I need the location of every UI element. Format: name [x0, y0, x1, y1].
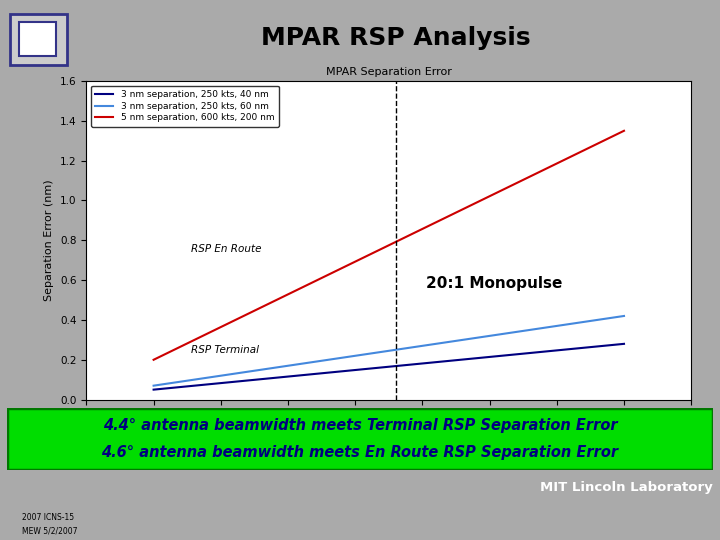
Text: 20:1 Monopulse: 20:1 Monopulse [426, 276, 562, 291]
X-axis label: Beam Width (deg): Beam Width (deg) [338, 425, 440, 435]
3 nm separation, 250 kts, 60 nm [429, 341, 438, 347]
FancyBboxPatch shape [10, 14, 67, 65]
3 nm separation, 250 kts, 60 nm [546, 323, 554, 330]
5 nm separation, 600 kts, 200 nm [575, 149, 584, 156]
3 nm separation, 250 kts, 60 nm [151, 382, 160, 389]
3 nm separation, 250 kts, 60 nm [428, 341, 436, 348]
3 nm separation, 250 kts, 40 nm [429, 359, 438, 366]
Title: MPAR Separation Error: MPAR Separation Error [326, 68, 451, 77]
3 nm separation, 250 kts, 40 nm [151, 386, 160, 393]
3 nm separation, 250 kts, 40 nm [546, 348, 554, 354]
3 nm separation, 250 kts, 40 nm [620, 341, 629, 347]
Text: 4.6° antenna beamwidth meets En Route RSP Separation Error: 4.6° antenna beamwidth meets En Route RS… [102, 445, 618, 460]
Line: 3 nm separation, 250 kts, 40 nm: 3 nm separation, 250 kts, 40 nm [153, 344, 624, 390]
Legend: 3 nm separation, 250 kts, 40 nm, 3 nm separation, 250 kts, 60 nm, 5 nm separatio: 3 nm separation, 250 kts, 40 nm, 3 nm se… [91, 85, 279, 127]
Text: MEW 5/2/2007: MEW 5/2/2007 [22, 526, 77, 536]
5 nm separation, 600 kts, 200 nm [151, 356, 160, 362]
Line: 3 nm separation, 250 kts, 60 nm: 3 nm separation, 250 kts, 60 nm [153, 316, 624, 386]
5 nm separation, 600 kts, 200 nm [620, 127, 629, 134]
3 nm separation, 250 kts, 60 nm [149, 382, 158, 389]
Text: 4.4° antenna beamwidth meets Terminal RSP Separation Error: 4.4° antenna beamwidth meets Terminal RS… [103, 417, 617, 433]
FancyBboxPatch shape [19, 22, 56, 56]
Line: 5 nm separation, 600 kts, 200 nm: 5 nm separation, 600 kts, 200 nm [153, 131, 624, 360]
3 nm separation, 250 kts, 40 nm [428, 359, 436, 366]
3 nm separation, 250 kts, 60 nm [437, 340, 446, 346]
5 nm separation, 600 kts, 200 nm [149, 356, 158, 363]
Y-axis label: Separation Error (nm): Separation Error (nm) [45, 179, 55, 301]
5 nm separation, 600 kts, 200 nm [428, 221, 436, 227]
Text: MIT Lincoln Laboratory: MIT Lincoln Laboratory [540, 481, 713, 494]
Text: RSP Terminal: RSP Terminal [191, 345, 258, 355]
5 nm separation, 600 kts, 200 nm [429, 220, 438, 227]
5 nm separation, 600 kts, 200 nm [546, 164, 554, 170]
Text: RSP En Route: RSP En Route [191, 244, 261, 254]
FancyBboxPatch shape [7, 408, 713, 470]
3 nm separation, 250 kts, 60 nm [620, 313, 629, 319]
Text: MPAR RSP Analysis: MPAR RSP Analysis [261, 26, 531, 50]
3 nm separation, 250 kts, 40 nm [149, 387, 158, 393]
Text: 2007 ICNS-15: 2007 ICNS-15 [22, 512, 73, 522]
3 nm separation, 250 kts, 40 nm [575, 345, 584, 352]
3 nm separation, 250 kts, 60 nm [575, 319, 584, 326]
5 nm separation, 600 kts, 200 nm [437, 217, 446, 223]
3 nm separation, 250 kts, 40 nm [437, 359, 446, 365]
